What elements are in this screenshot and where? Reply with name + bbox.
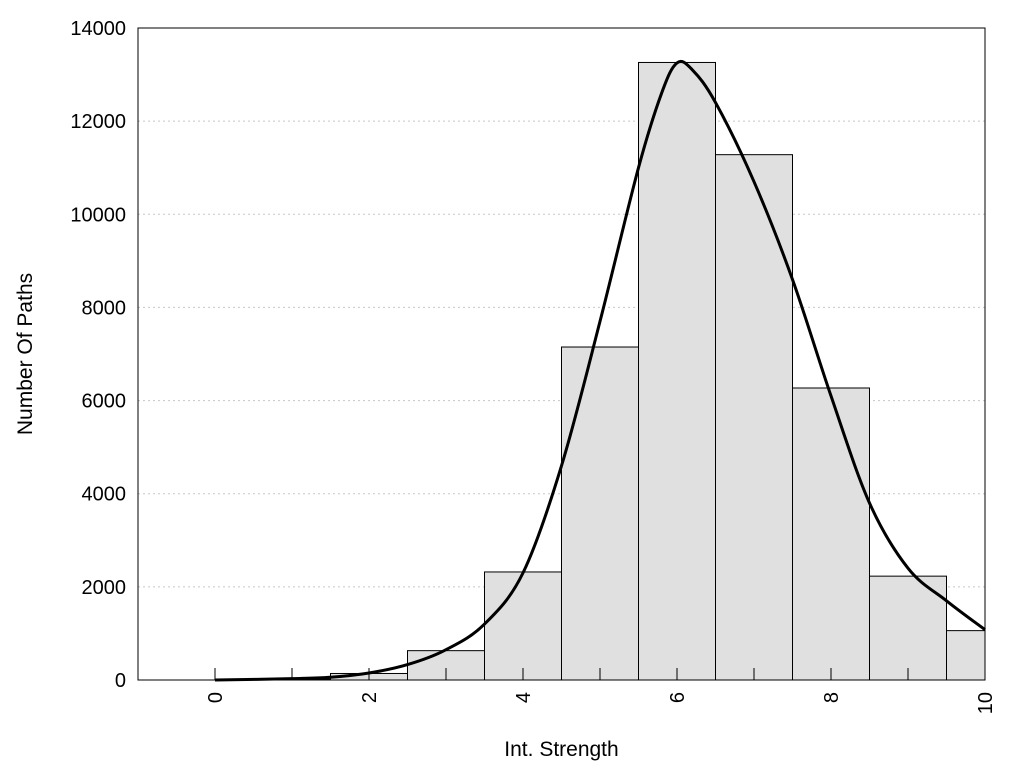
x-tick-label: 6 [667,692,689,703]
histogram-bar [715,154,793,681]
y-tick-label: 6000 [82,391,127,413]
y-tick-label: 8000 [82,297,127,319]
density-curve [214,59,986,682]
x-axis-ticks: 0 2 4 6 8 10 [205,668,997,714]
y-axis-title: Number Of Paths [14,273,37,435]
histogram-bar [946,630,986,681]
x-axis-title: Int. Strength [504,738,618,761]
y-axis-ticks: 0 2000 4000 6000 8000 10000 12000 14000 [70,18,126,692]
histogram-bar [561,346,639,681]
histogram-bar [792,387,870,681]
density-curve-group [214,59,986,682]
y-tick-label: 14000 [70,18,126,40]
x-tick-label: 8 [821,692,843,703]
x-tick-label: 0 [205,692,227,703]
x-tick-label: 10 [975,692,997,714]
histogram-bars [214,61,986,681]
y-tick-label: 10000 [70,204,126,226]
y-tick-label: 12000 [70,111,126,133]
x-tick-label: 2 [359,692,381,703]
y-tick-label: 2000 [82,577,127,599]
histogram-bar [638,61,716,681]
histogram-bar [484,571,562,681]
x-tick-label: 4 [513,692,535,703]
y-tick-label: 4000 [82,484,127,506]
y-tick-label: 0 [115,670,126,692]
plot-frame [137,27,986,681]
